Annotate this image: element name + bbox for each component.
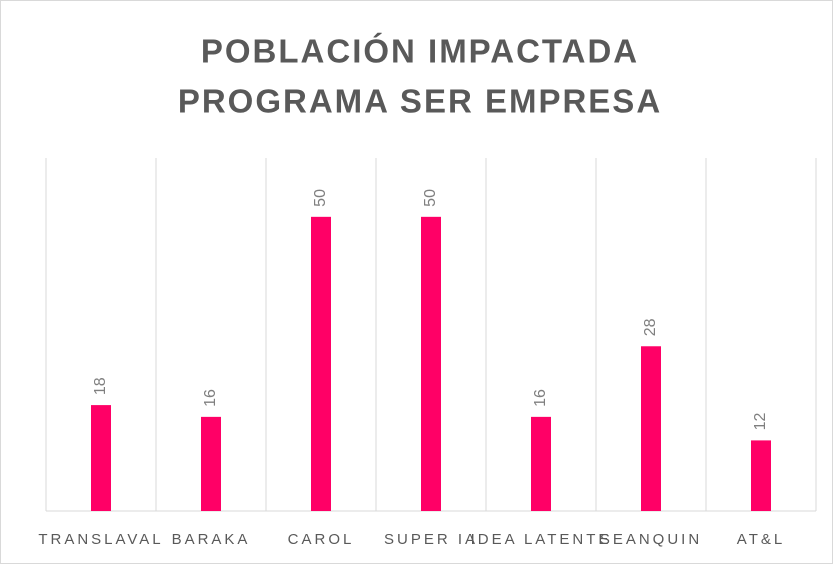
chart-title: PROGRAMA SER EMPRESA xyxy=(178,83,662,120)
value-label: 16 xyxy=(202,389,219,407)
value-label: 16 xyxy=(532,389,549,407)
x-tick-label: BARAKA xyxy=(172,531,251,548)
value-label: 12 xyxy=(752,413,769,431)
x-tick-label: AT&L xyxy=(737,531,785,548)
x-tick-label: CAROL xyxy=(288,531,355,548)
bar xyxy=(421,216,441,512)
x-tick-label: SEANQUIN xyxy=(600,531,702,548)
bar xyxy=(641,346,661,511)
bar xyxy=(91,405,111,511)
x-tick-label: SUPER IA xyxy=(384,531,478,548)
x-tick-label: IDEA LATENTE xyxy=(471,531,612,548)
value-label: 28 xyxy=(642,318,659,336)
bar xyxy=(751,440,771,511)
value-label: 50 xyxy=(312,189,329,207)
chart-title: POBLACIÓN IMPACTADA xyxy=(201,33,639,70)
value-label: 18 xyxy=(92,377,109,395)
bar xyxy=(201,416,221,511)
x-tick-label: TRANSLAVAL xyxy=(38,531,163,548)
bar xyxy=(531,416,551,511)
value-label: 50 xyxy=(422,189,439,207)
bar xyxy=(311,216,331,512)
